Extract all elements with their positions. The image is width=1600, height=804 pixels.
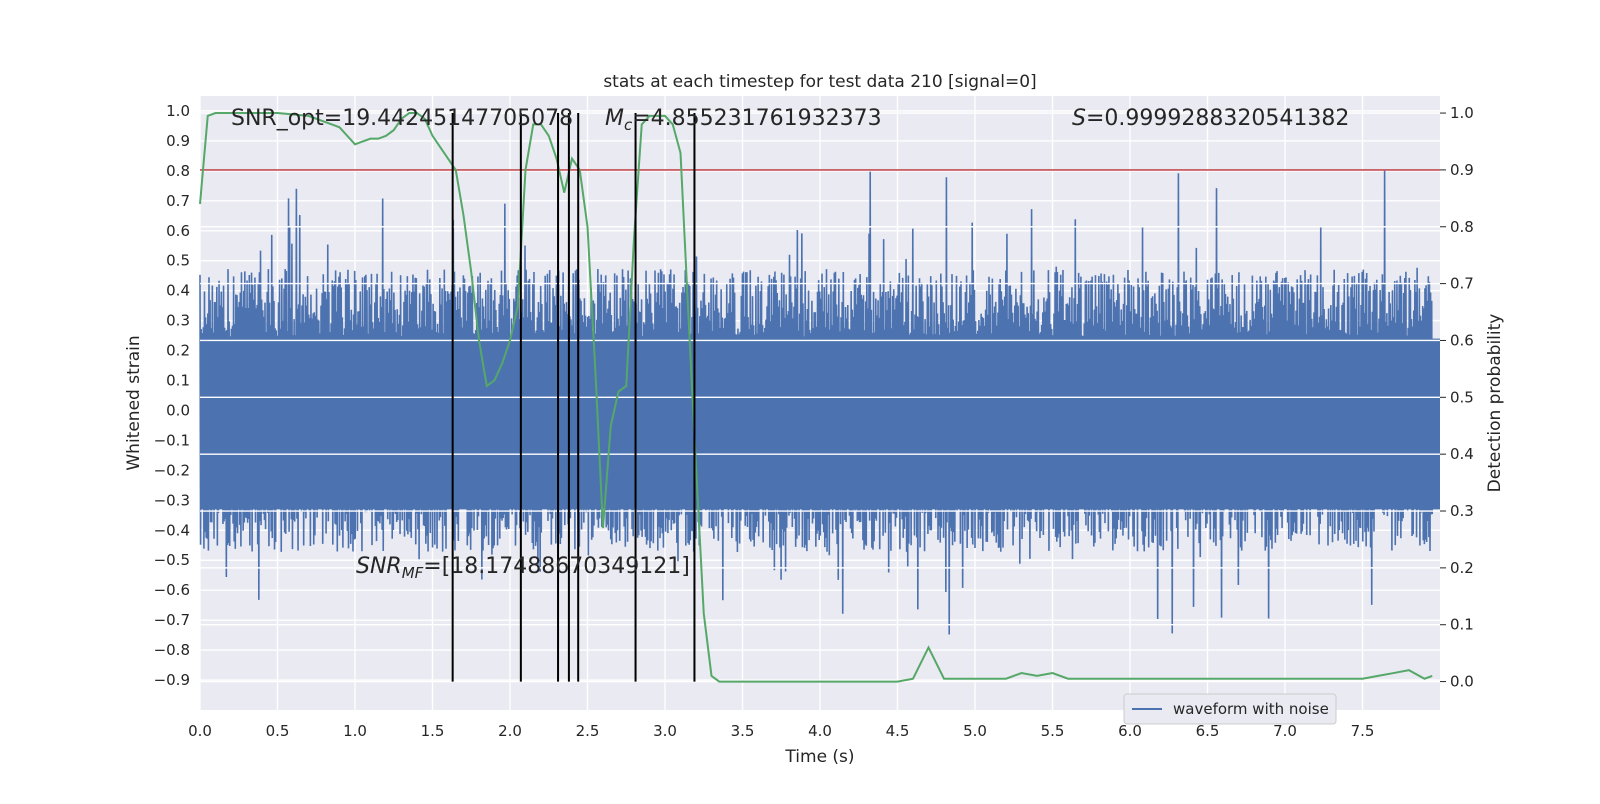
x-tick-label: 6.5 <box>1196 722 1220 740</box>
y-tick-label: −0.1 <box>154 431 190 449</box>
y2-tick-label: 0.1 <box>1450 616 1474 634</box>
x-tick-label: 5.5 <box>1041 722 1065 740</box>
x-tick-label: 6.0 <box>1118 722 1142 740</box>
y-tick-label: −0.4 <box>154 521 190 539</box>
mc-subscript: c <box>624 116 633 134</box>
y2-tick-label: 0.2 <box>1450 559 1474 577</box>
y-tick-label: −0.6 <box>154 581 190 599</box>
s-annotation: S=0.9999288320541382 <box>1072 106 1349 131</box>
y2-tick-label: 0.9 <box>1450 161 1474 179</box>
snr-mf-subscript: MF <box>402 564 424 582</box>
y2-tick-label: 0.4 <box>1450 445 1474 463</box>
y-tick-label: −0.2 <box>154 461 190 479</box>
snr-mf-value: =[18.17488670349121] <box>423 554 690 579</box>
x-tick-label: 2.5 <box>576 722 600 740</box>
x-tick-label: 1.0 <box>343 722 367 740</box>
y2-tick-label: 0.3 <box>1450 502 1474 520</box>
x-tick-label: 3.0 <box>653 722 677 740</box>
legend-box <box>1123 693 1337 725</box>
chart-title: stats at each timestep for test data 210… <box>603 72 1036 92</box>
y2-axis-label: Detection probability <box>1485 314 1505 493</box>
y-tick-label: 0.9 <box>166 132 190 150</box>
y-tick-label: 0.6 <box>166 222 190 240</box>
x-tick-label: 2.0 <box>498 722 522 740</box>
prob-layer <box>199 112 1433 683</box>
s-value: =0.9999288320541382 <box>1086 106 1349 131</box>
y-tick-label: −0.9 <box>154 671 190 689</box>
x-tick-label: 7.5 <box>1351 722 1375 740</box>
x-tick-label: 0.0 <box>188 722 212 740</box>
s-symbol: S <box>1072 106 1086 131</box>
y-tick-label: 0.7 <box>166 192 190 210</box>
y2-tick-label: 0.8 <box>1450 218 1474 236</box>
x-axis-label: Time (s) <box>784 747 854 767</box>
y-tick-label: 0.4 <box>166 282 190 300</box>
detection-probability-line <box>199 112 1433 683</box>
x-tick-label: 4.0 <box>808 722 832 740</box>
y2-tick-label: 0.5 <box>1450 388 1474 406</box>
y-tick-label: 0.2 <box>166 342 190 360</box>
mc-symbol: M <box>605 106 624 131</box>
x-tick-label: 7.0 <box>1273 722 1297 740</box>
x-tick-label: 5.0 <box>963 722 987 740</box>
x-tick-label: 3.5 <box>731 722 755 740</box>
strain-layer <box>199 170 1440 635</box>
y-tick-label: −0.8 <box>154 641 190 659</box>
snr-opt-annotation: SNR_opt=19.44245147705078 <box>231 106 573 131</box>
y-tick-label: 0.0 <box>166 401 190 419</box>
y2-tick-label: 0.6 <box>1450 331 1474 349</box>
mc-annotation: Mc=4.855231761932373 <box>605 106 882 134</box>
y2-tick-label: 1.0 <box>1450 104 1474 122</box>
snr-mf-annotation: SNRMF=[18.17488670349121] <box>356 554 690 582</box>
y-tick-label: 0.3 <box>166 312 190 330</box>
mc-value: =4.855231761932373 <box>632 106 881 131</box>
y-tick-label: −0.7 <box>154 611 190 629</box>
x-tick-label: 4.5 <box>886 722 910 740</box>
legend: waveform with noise <box>1123 693 1337 725</box>
tick-layer: 0.0 0.5 1.0 1.5 2.0 2.5 3.0 3.5 4.0 4.5 5.0 5.5 6.0 6… <box>154 102 1474 740</box>
y2-tick-label: 0.7 <box>1450 275 1474 293</box>
x-tick-label: 1.5 <box>421 722 445 740</box>
snr-mf-symbol: SNR <box>356 554 402 579</box>
y-tick-label: 0.8 <box>166 162 190 180</box>
y2-tick-label: 0.0 <box>1450 673 1474 691</box>
legend-label-waveform: waveform with noise <box>1173 700 1329 718</box>
vline-layer <box>451 113 696 682</box>
y-tick-label: 1.0 <box>166 102 190 120</box>
y-axis-label: Whitened strain <box>124 335 144 470</box>
waveform-core-band <box>200 338 1440 510</box>
y-tick-label: −0.3 <box>154 491 190 509</box>
y-tick-label: 0.1 <box>166 372 190 390</box>
y-tick-label: 0.5 <box>166 252 190 270</box>
x-tick-label: 0.5 <box>266 722 290 740</box>
y-tick-label: −0.5 <box>154 551 190 569</box>
